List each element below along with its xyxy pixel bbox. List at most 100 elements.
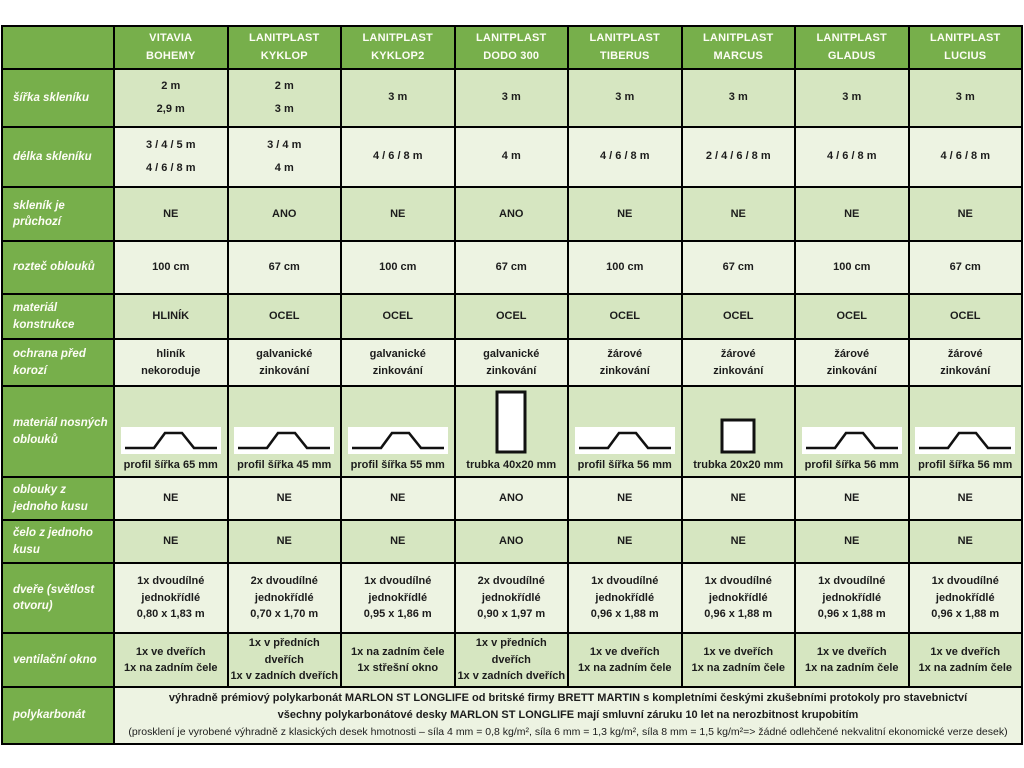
table-cell: NE [228, 478, 340, 519]
note-line: všechny polykarbonátové desky MARLON ST … [277, 709, 859, 722]
table-cell: 1x ve dveřích 1x na zadním čele [682, 634, 794, 686]
row-label: skleník je průchozí [3, 188, 113, 240]
table-cell: 3 m [682, 70, 794, 126]
profile-caption: trubka 40x20 mm [466, 458, 557, 471]
cell-line: žárové [834, 348, 870, 360]
cell-line: 4 / 6 / 8 m [826, 150, 877, 163]
cell-line: ANO [499, 207, 524, 220]
column-header-5: LANITPLAST TIBERUS [569, 27, 681, 68]
cell-line: 1x dvoudílné [931, 575, 999, 588]
table-cell: 1x dvoudílné jednokřídlé 0,96 x 1,88 m [682, 564, 794, 632]
table-cell: trubka 40x20 mm [455, 387, 567, 476]
cell-line: 0,70 x 1,70 m [250, 608, 319, 621]
table-cell: NE [115, 521, 227, 562]
cell-line: 4 / 6 / 8 m [940, 150, 991, 163]
column-header-line: DODO 300 [483, 49, 540, 62]
cell-line: 1x střešní okno [357, 662, 439, 674]
polycarbonate-note: výhradně prémiový polykarbonát MARLON ST… [115, 688, 1021, 743]
cell-line: 1x na zadním čele [123, 662, 218, 674]
column-header-line: LANITPLAST [249, 32, 320, 45]
table-cell: 1x dvoudílné jednokřídlé 0,80 x 1,83 m [115, 564, 227, 632]
column-header-line: LANITPLAST [589, 32, 660, 45]
table-cell: NE [682, 188, 794, 240]
table-cell: NE [909, 478, 1021, 519]
table-cell: 3 m [909, 70, 1021, 126]
table-cell: 67 cm [909, 242, 1021, 293]
cell-line: OCEL [836, 310, 868, 323]
table-cell: 3 / 4 m 4 m [228, 128, 340, 186]
table-cell: ANO [455, 521, 567, 562]
cell-line: žárové [720, 348, 756, 360]
table-cell: 4 / 6 / 8 m [569, 128, 681, 186]
table-cell: 1x ve dveřích 1x na zadním čele [796, 634, 908, 686]
cell-line: HLINÍK [152, 310, 190, 323]
cell-line: OCEL [268, 310, 300, 323]
cell-line: 3 m [955, 91, 975, 104]
cell-line: 4 / 6 / 8 m [599, 150, 650, 163]
cell-line: zinkování [826, 364, 877, 377]
cell-line: 2x dvoudílné [250, 575, 318, 588]
note-line: (prosklení je vyrobené výhradně z klasic… [128, 726, 1008, 739]
cell-line: 1x dvoudílné [137, 575, 205, 588]
cell-line: 1x ve dveřích [589, 645, 660, 658]
cell-line: 1x ve dveřích [135, 645, 206, 658]
cell-line: 100 cm [606, 261, 644, 274]
column-header-line: LANITPLAST [362, 32, 433, 45]
cell-line: NE [390, 207, 406, 220]
cell-line: 2 m [274, 79, 294, 92]
table-cell: profil šířka 56 mm [796, 387, 908, 476]
table-cell: NE [228, 521, 340, 562]
table-cell: NE [796, 188, 908, 240]
profile-caption: profil šířka 45 mm [237, 458, 332, 471]
table-cell: 1x v předních dveřích 1x v zadních dveříc… [455, 634, 567, 686]
cell-line: NE [957, 492, 973, 505]
table-cell: NE [342, 521, 454, 562]
cell-line: NE [276, 535, 292, 548]
table-cell: žárové zinkování [569, 340, 681, 385]
table-cell: NE [569, 478, 681, 519]
cell-line: 3 m [388, 91, 408, 104]
cell-line: 3 m [842, 91, 862, 104]
table-cell: 67 cm [455, 242, 567, 293]
cell-line: jednokřídlé [595, 591, 655, 604]
profile-caption: profil šířka 56 mm [918, 458, 1013, 471]
cell-line: NE [844, 492, 860, 505]
row-label: materiál konstrukce [3, 295, 113, 338]
cell-line: 1x dvoudílné [591, 575, 659, 588]
table-cell: 1x dvoudílné jednokřídlé 0,96 x 1,88 m [796, 564, 908, 632]
table-cell: NE [569, 521, 681, 562]
table-cell: 1x dvoudílné jednokřídlé 0,95 x 1,86 m [342, 564, 454, 632]
cell-line: NE [844, 207, 860, 220]
table-cell: galvanické zinkování [455, 340, 567, 385]
table-cell: OCEL [455, 295, 567, 338]
table-cell: 100 cm [342, 242, 454, 293]
cell-line: hliník [156, 348, 186, 360]
column-header-line: LANITPLAST [816, 32, 887, 45]
row-label: šířka skleníku [3, 70, 113, 126]
cell-line: 1x na zadním čele [918, 662, 1013, 674]
row-label: oblouky z jednoho kusu [3, 478, 113, 519]
cell-line: NE [390, 492, 406, 505]
profile-caption: profil šířka 65 mm [123, 458, 218, 471]
cell-line: 0,96 x 1,88 m [704, 608, 773, 621]
cell-line: 100 cm [152, 261, 190, 274]
table-cell: profil šířka 56 mm [569, 387, 681, 476]
table-cell: 2 m 2,9 m [115, 70, 227, 126]
cell-line: 67 cm [495, 261, 527, 274]
table-cell: OCEL [342, 295, 454, 338]
corner-cell [3, 27, 113, 68]
table-cell: OCEL [796, 295, 908, 338]
table-cell: OCEL [228, 295, 340, 338]
hat-profile-icon [574, 426, 675, 454]
note-line: výhradně prémiový polykarbonát MARLON ST… [168, 692, 968, 705]
cell-line: zinkování [713, 364, 764, 377]
row-label: dveře (světlost otvoru) [3, 564, 113, 632]
cell-line: jednokřídlé [935, 591, 995, 604]
table-cell: 3 m [342, 70, 454, 126]
table-cell: 1x ve dveřích 1x na zadním čele [909, 634, 1021, 686]
column-header-line: MARCUS [713, 49, 763, 62]
table-cell: OCEL [909, 295, 1021, 338]
hat-profile-icon [915, 426, 1016, 454]
table-cell: 2 / 4 / 6 / 8 m [682, 128, 794, 186]
cell-line: 3 m [274, 102, 294, 115]
